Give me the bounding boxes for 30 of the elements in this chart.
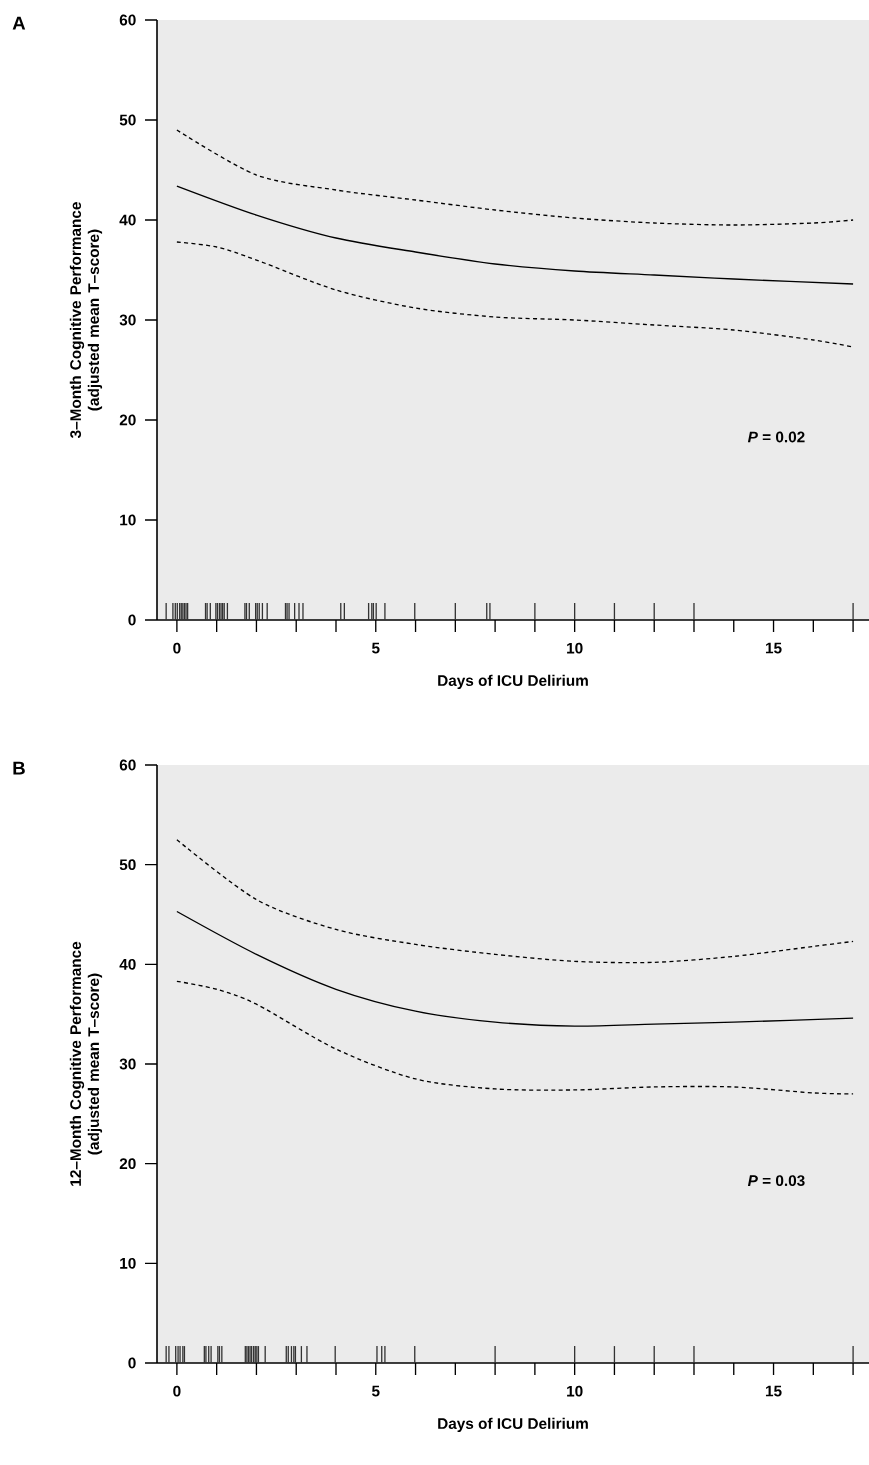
y-tick-label: 50 (119, 114, 136, 126)
y-tick-label: 40 (119, 958, 136, 970)
y-tick-label: 40 (119, 214, 136, 226)
y-tick-label: 30 (119, 314, 136, 326)
x-tick-label: 5 (371, 642, 380, 654)
x-tick-label: 10 (567, 642, 583, 654)
y-tick-label: 0 (128, 1357, 136, 1369)
y-tick-label: 0 (128, 614, 136, 626)
chart-title: A (12, 16, 26, 30)
y-tick-label: 60 (119, 759, 136, 771)
y-axis-title: 3–Month Cognitive Performance (adjusted mean T–score) (69, 202, 103, 439)
y-tick-label: 30 (119, 1058, 136, 1070)
x-tick-label: 10 (567, 1385, 583, 1397)
y-tick-label: 20 (119, 414, 136, 426)
x-axis-title: Days of ICU Delirium (438, 674, 588, 690)
annotation: P = 0.02 (747, 431, 805, 443)
y-axis-title: 12–Month Cognitive Performance (adjusted mean T–score) (69, 941, 103, 1186)
annotation: P = 0.03 (747, 1175, 805, 1187)
x-tick-label: 5 (371, 1385, 380, 1397)
x-tick-label: 0 (173, 1385, 181, 1397)
y-tick-label: 10 (120, 1257, 136, 1269)
y-tick-label: 20 (119, 1158, 136, 1170)
y-tick-label: 50 (119, 859, 136, 871)
y-tick-label: 60 (119, 14, 136, 26)
x-tick-label: 0 (173, 642, 181, 654)
y-tick-label: 10 (120, 514, 136, 526)
x-tick-label: 15 (765, 642, 782, 654)
x-axis-title: Days of ICU Delirium (438, 1417, 588, 1433)
x-tick-label: 15 (765, 1385, 782, 1397)
chart-title: B (13, 761, 25, 775)
